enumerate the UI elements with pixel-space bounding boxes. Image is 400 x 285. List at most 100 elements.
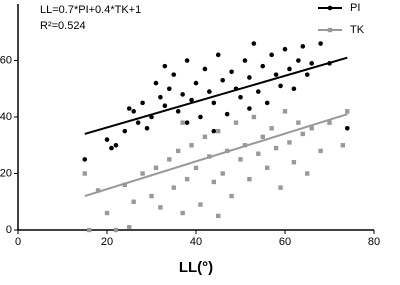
y-tick-label: 40 xyxy=(0,111,12,123)
point xyxy=(215,52,221,58)
point xyxy=(287,66,292,72)
point xyxy=(211,128,217,134)
point xyxy=(318,148,323,154)
point xyxy=(345,126,350,131)
point xyxy=(189,97,194,103)
legend-label: TK xyxy=(350,24,365,36)
point xyxy=(162,103,168,108)
point xyxy=(184,176,190,182)
point xyxy=(242,58,248,63)
annotation: R²=0.524 xyxy=(40,20,86,32)
point xyxy=(216,213,221,219)
point xyxy=(282,109,288,114)
point xyxy=(251,41,257,46)
x-axis-label: LL(°) xyxy=(179,259,213,276)
point xyxy=(300,44,306,49)
point xyxy=(95,188,101,193)
point xyxy=(113,227,119,233)
point xyxy=(122,182,127,187)
y-tick-label: 60 xyxy=(0,54,12,66)
point xyxy=(255,89,261,94)
trend-line xyxy=(84,56,348,135)
point xyxy=(198,114,203,120)
point xyxy=(238,157,243,162)
y-tick-label: 0 xyxy=(6,224,12,236)
point xyxy=(251,114,257,120)
point xyxy=(104,137,110,142)
point xyxy=(296,120,301,125)
point xyxy=(224,111,230,117)
point xyxy=(216,128,221,134)
point xyxy=(153,80,159,86)
point xyxy=(238,94,243,100)
point xyxy=(247,176,252,182)
point xyxy=(198,202,203,207)
point xyxy=(193,165,199,171)
point xyxy=(202,134,208,139)
point xyxy=(229,69,234,75)
point xyxy=(273,145,279,151)
point xyxy=(122,128,128,134)
point xyxy=(300,131,305,137)
legend-label: PI xyxy=(350,2,360,14)
point xyxy=(260,63,266,69)
point xyxy=(340,143,346,148)
point xyxy=(180,92,185,97)
point xyxy=(176,148,181,154)
x-tick-label: 20 xyxy=(101,236,113,248)
point xyxy=(291,86,297,92)
point xyxy=(264,100,270,106)
point xyxy=(247,75,252,80)
point xyxy=(305,171,310,176)
point xyxy=(278,185,283,190)
point xyxy=(327,120,332,125)
annotation: LL=0.7*PI+0.4*TK+1 xyxy=(40,4,141,16)
point xyxy=(211,179,216,185)
point xyxy=(104,210,110,216)
point xyxy=(291,160,297,165)
point xyxy=(229,193,234,199)
legend-marker xyxy=(327,27,333,33)
x-tick-label: 60 xyxy=(279,236,291,248)
x-tick-label: 40 xyxy=(190,236,202,248)
point xyxy=(180,120,185,125)
point xyxy=(171,185,176,190)
point xyxy=(109,145,114,151)
point xyxy=(202,66,208,72)
point xyxy=(127,224,132,230)
point xyxy=(193,80,199,86)
point xyxy=(296,58,301,63)
trend-line xyxy=(84,113,348,198)
x-tick-label: 80 xyxy=(368,236,380,248)
point xyxy=(309,126,314,131)
point xyxy=(282,46,288,52)
point xyxy=(189,143,194,148)
x-tick-label: 0 xyxy=(15,236,21,248)
point xyxy=(135,120,141,125)
point xyxy=(131,199,136,204)
point xyxy=(287,140,292,145)
point xyxy=(140,171,145,176)
point xyxy=(278,83,283,89)
point xyxy=(318,41,323,46)
point xyxy=(149,193,154,199)
point xyxy=(220,77,225,83)
y-tick-label: 20 xyxy=(0,167,12,179)
point xyxy=(260,134,265,139)
point xyxy=(153,165,159,171)
point xyxy=(273,72,279,77)
point xyxy=(211,100,217,106)
point xyxy=(265,165,270,171)
point xyxy=(167,86,172,92)
point xyxy=(126,106,132,111)
point xyxy=(158,205,163,210)
point xyxy=(247,106,252,111)
legend-marker xyxy=(327,5,333,11)
point xyxy=(140,100,145,106)
point xyxy=(144,126,150,131)
point xyxy=(184,58,190,63)
point xyxy=(113,142,119,148)
point xyxy=(309,61,315,66)
point xyxy=(167,157,172,162)
